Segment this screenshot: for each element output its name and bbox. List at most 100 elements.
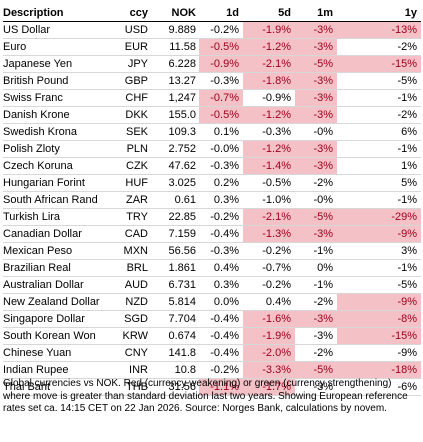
table-row: Mexican Peso MXN 56.56 -0.3% -0.2% -1% 3% bbox=[3, 242, 421, 260]
cell-description: Canadian Dollar bbox=[3, 225, 109, 243]
cell-chg-5d: -1.6% bbox=[243, 310, 295, 328]
cell-chg-1d: -0.9% bbox=[199, 55, 243, 73]
cell-chg-5d: -1.4% bbox=[243, 157, 295, 175]
cell-nok: 1,247 bbox=[151, 89, 199, 107]
cell-chg-1d: -0.4% bbox=[199, 327, 243, 345]
table-row: Singapore Dollar SGD 7.704 -0.4% -1.6% -3% -8% bbox=[3, 310, 421, 328]
cell-chg-1d: -0.3% bbox=[199, 157, 243, 175]
cell-nok: 1.861 bbox=[151, 259, 199, 277]
cell-chg-5d: -1.7% bbox=[243, 378, 295, 396]
header-row: Description ccy NOK 1d 5d 1m 1y bbox=[3, 5, 421, 22]
cell-chg-1d: -0.4% bbox=[199, 225, 243, 243]
cell-chg-5d: -0.2% bbox=[243, 242, 295, 260]
cell-nok: 0.61 bbox=[151, 191, 199, 209]
table-row: British Pound GBP 13.27 -0.3% -1.8% -3% -5% bbox=[3, 72, 421, 90]
cell-chg-1m: -5% bbox=[295, 208, 337, 226]
cell-chg-1y: -8% bbox=[337, 310, 421, 328]
cell-description: Thai Baht bbox=[3, 378, 109, 396]
cell-chg-1y: -5% bbox=[337, 276, 421, 294]
cell-chg-1y: 5% bbox=[337, 174, 421, 192]
cell-ccy: BRL bbox=[109, 259, 151, 277]
cell-chg-5d: -0.3% bbox=[243, 123, 295, 141]
cell-chg-1d: -0.5% bbox=[199, 106, 243, 124]
cell-description: Australian Dollar bbox=[3, 276, 109, 294]
cell-description: Czech Koruna bbox=[3, 157, 109, 175]
cell-description: Hungarian Forint bbox=[3, 174, 109, 192]
table-row: Chinese Yuan CNY 141.8 -0.4% -2.0% -2% -9% bbox=[3, 344, 421, 362]
cell-ccy: ZAR bbox=[109, 191, 151, 209]
cell-nok: 2.752 bbox=[151, 140, 199, 158]
cell-chg-1y: -1% bbox=[337, 259, 421, 277]
header-1m: 1m bbox=[295, 5, 337, 22]
cell-ccy: MXN bbox=[109, 242, 151, 260]
cell-chg-5d: -1.3% bbox=[243, 225, 295, 243]
cell-ccy: EUR bbox=[109, 38, 151, 56]
cell-nok: 11.58 bbox=[151, 38, 199, 56]
cell-nok: 6.228 bbox=[151, 55, 199, 73]
table-row: Indian Rupee INR 10.8 -0.2% -3.3% -5% -18% bbox=[3, 361, 421, 379]
cell-ccy: AUD bbox=[109, 276, 151, 294]
table-row: Swedish Krona SEK 109.3 0.1% -0.3% -0% 6% bbox=[3, 123, 421, 141]
cell-chg-5d: -3.3% bbox=[243, 361, 295, 379]
table-row: Swiss Franc CHF 1,247 -0.7% -0.9% -3% -1% bbox=[3, 89, 421, 107]
cell-description: Swiss Franc bbox=[3, 89, 109, 107]
table-row: Thai Baht THB 31.56 -1.1% -1.7% -3% -6% bbox=[3, 378, 421, 396]
cell-nok: 47.62 bbox=[151, 157, 199, 175]
cell-chg-1d: -0.3% bbox=[199, 242, 243, 260]
cell-chg-1d: -0.4% bbox=[199, 344, 243, 362]
cell-chg-1m: 0% bbox=[295, 259, 337, 277]
cell-chg-1m: -3% bbox=[295, 378, 337, 396]
cell-description: Brazilian Real bbox=[3, 259, 109, 277]
cell-description: Swedish Krona bbox=[3, 123, 109, 141]
cell-ccy: JPY bbox=[109, 55, 151, 73]
cell-chg-5d: -2.1% bbox=[243, 208, 295, 226]
cell-ccy: TRY bbox=[109, 208, 151, 226]
table-row: Danish Krone DKK 155.0 -0.5% -1.2% -3% -2% bbox=[3, 106, 421, 124]
cell-nok: 5.814 bbox=[151, 293, 199, 311]
table-row: Turkish Lira TRY 22.85 -0.2% -2.1% -5% -29% bbox=[3, 208, 421, 226]
cell-ccy: CAD bbox=[109, 225, 151, 243]
table-row: Euro EUR 11.58 -0.5% -1.2% -3% -2% bbox=[3, 38, 421, 56]
cell-chg-1m: -2% bbox=[295, 174, 337, 192]
table-row: South African Rand ZAR 0.61 0.3% -1.0% -0% -1% bbox=[3, 191, 421, 209]
cell-chg-5d: -0.2% bbox=[243, 276, 295, 294]
table-row: Japanese Yen JPY 6.228 -0.9% -2.1% -5% -15% bbox=[3, 55, 421, 73]
cell-description: Euro bbox=[3, 38, 109, 56]
cell-description: South Korean Won bbox=[3, 327, 109, 345]
cell-description: South African Rand bbox=[3, 191, 109, 209]
cell-chg-1m: -5% bbox=[295, 361, 337, 379]
cell-chg-5d: -0.7% bbox=[243, 259, 295, 277]
cell-chg-1m: -5% bbox=[295, 55, 337, 73]
cell-nok: 155.0 bbox=[151, 106, 199, 124]
cell-description: Mexican Peso bbox=[3, 242, 109, 260]
cell-ccy: CZK bbox=[109, 157, 151, 175]
cell-nok: 9.889 bbox=[151, 21, 199, 39]
cell-chg-1m: -1% bbox=[295, 276, 337, 294]
table-row: New Zealand Dollar NZD 5.814 0.0% 0.4% -2% -9% bbox=[3, 293, 421, 311]
cell-chg-1y: -15% bbox=[337, 327, 421, 345]
cell-chg-5d: -2.0% bbox=[243, 344, 295, 362]
cell-chg-1m: -2% bbox=[295, 293, 337, 311]
cell-chg-1y: -1% bbox=[337, 140, 421, 158]
table-row: Hungarian Forint HUF 3.025 0.2% -0.5% -2% 5% bbox=[3, 174, 421, 192]
cell-chg-1y: 1% bbox=[337, 157, 421, 175]
cell-chg-1d: 0.3% bbox=[199, 191, 243, 209]
cell-chg-1y: -2% bbox=[337, 106, 421, 124]
cell-nok: 109.3 bbox=[151, 123, 199, 141]
cell-description: Singapore Dollar bbox=[3, 310, 109, 328]
cell-ccy: DKK bbox=[109, 106, 151, 124]
cell-ccy: INR bbox=[109, 361, 151, 379]
cell-chg-5d: -0.9% bbox=[243, 89, 295, 107]
header-description: Description bbox=[3, 5, 109, 22]
cell-ccy: HUF bbox=[109, 174, 151, 192]
cell-chg-1m: -3% bbox=[295, 38, 337, 56]
cell-ccy: GBP bbox=[109, 72, 151, 90]
cell-chg-1d: -0.5% bbox=[199, 38, 243, 56]
table-row: Canadian Dollar CAD 7.159 -0.4% -1.3% -3% -9% bbox=[3, 225, 421, 243]
header-1y: 1y bbox=[337, 5, 421, 22]
cell-ccy: CHF bbox=[109, 89, 151, 107]
table-row: South Korean Won KRW 0.674 -0.4% -1.9% -3% -15… bbox=[3, 327, 421, 345]
cell-nok: 10.8 bbox=[151, 361, 199, 379]
cell-chg-1y: -9% bbox=[337, 293, 421, 311]
cell-chg-1d: 0.1% bbox=[199, 123, 243, 141]
